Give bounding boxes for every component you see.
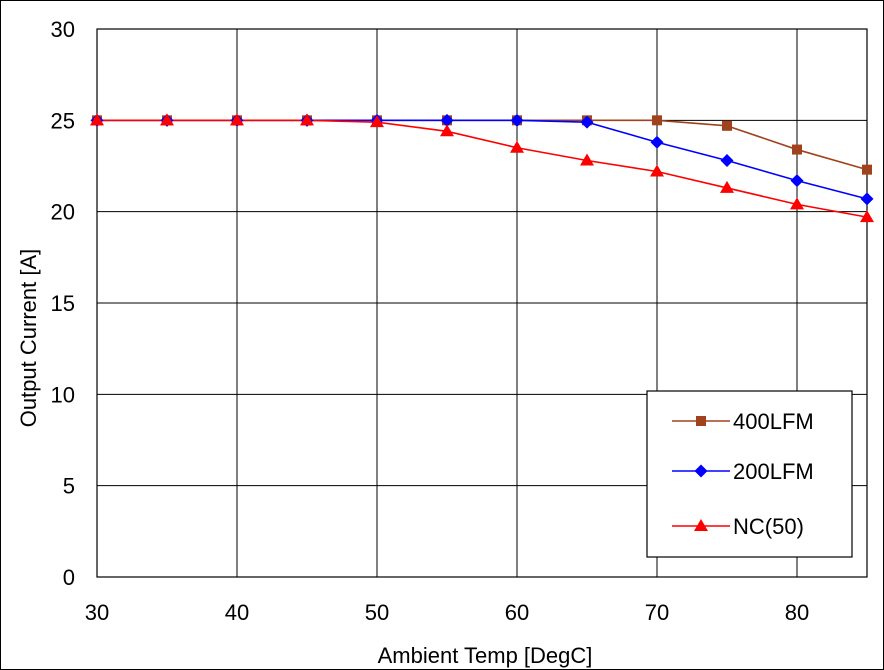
data-point-diamond (694, 464, 708, 478)
y-tick-label: 20 (51, 200, 75, 225)
data-point-square (862, 164, 872, 175)
data-point-triangle (440, 124, 454, 137)
x-tick-label: 80 (785, 600, 809, 625)
series-2 (97, 119, 868, 218)
y-tick-label: 5 (63, 474, 75, 499)
data-point-triangle (790, 197, 804, 210)
data-point-triangle (230, 113, 244, 126)
data-point-triangle (580, 153, 594, 166)
data-point-square (652, 115, 662, 126)
series-markers-1 (90, 113, 874, 206)
series-line (97, 119, 868, 218)
data-point-square (722, 120, 732, 131)
data-point-diamond (510, 113, 524, 127)
x-tick-label: 30 (85, 600, 109, 625)
data-point-square (792, 144, 802, 155)
y-axis-label: Output Current [A] (16, 249, 41, 428)
data-point-diamond (580, 115, 594, 129)
data-point-triangle (370, 115, 384, 128)
x-tick-label: 60 (505, 600, 529, 625)
y-tick-label: 15 (51, 291, 75, 316)
data-point-triangle (300, 113, 314, 126)
series-line (97, 119, 868, 200)
data-point-diamond (860, 192, 874, 206)
data-point-triangle (694, 519, 708, 531)
y-tick-label: 10 (51, 382, 75, 407)
y-tick-label: 30 (51, 17, 75, 42)
legend-entry-200lfm: 200LFM (733, 459, 814, 484)
series-0 (97, 119, 868, 171)
data-point-diamond (650, 135, 664, 149)
y-tick-label: 25 (51, 108, 75, 133)
x-tick-label: 70 (645, 600, 669, 625)
x-axis-label: Ambient Temp [DegC] (378, 643, 593, 668)
data-point-diamond (440, 113, 454, 127)
x-tick-label: 50 (365, 600, 389, 625)
data-point-triangle (720, 180, 734, 193)
data-point-triangle (510, 140, 524, 153)
plot-area (96, 28, 868, 578)
data-point-triangle (650, 164, 664, 177)
legend-box (646, 390, 853, 558)
data-point-square (696, 416, 706, 426)
data-point-diamond (720, 154, 734, 168)
data-point-triangle (90, 113, 104, 126)
data-point-diamond (790, 174, 804, 188)
series-markers-2 (90, 113, 874, 223)
tick-labels: 0 5 10 15 20 25 30 30 40 50 60 70 80 (51, 17, 810, 625)
legend-entry-nc50: NC(50) (733, 514, 804, 539)
series-markers-0 (92, 115, 872, 175)
legend-entry-400lfm: 400LFM (733, 409, 814, 434)
series-line (97, 119, 868, 171)
series-layer (90, 113, 874, 223)
series-1 (97, 119, 868, 200)
x-tick-label: 40 (225, 600, 249, 625)
data-point-triangle (160, 113, 174, 126)
data-point-triangle (860, 210, 874, 223)
y-tick-label: 0 (63, 565, 75, 590)
legend: 400LFM 200LFM NC(50) (646, 390, 853, 558)
